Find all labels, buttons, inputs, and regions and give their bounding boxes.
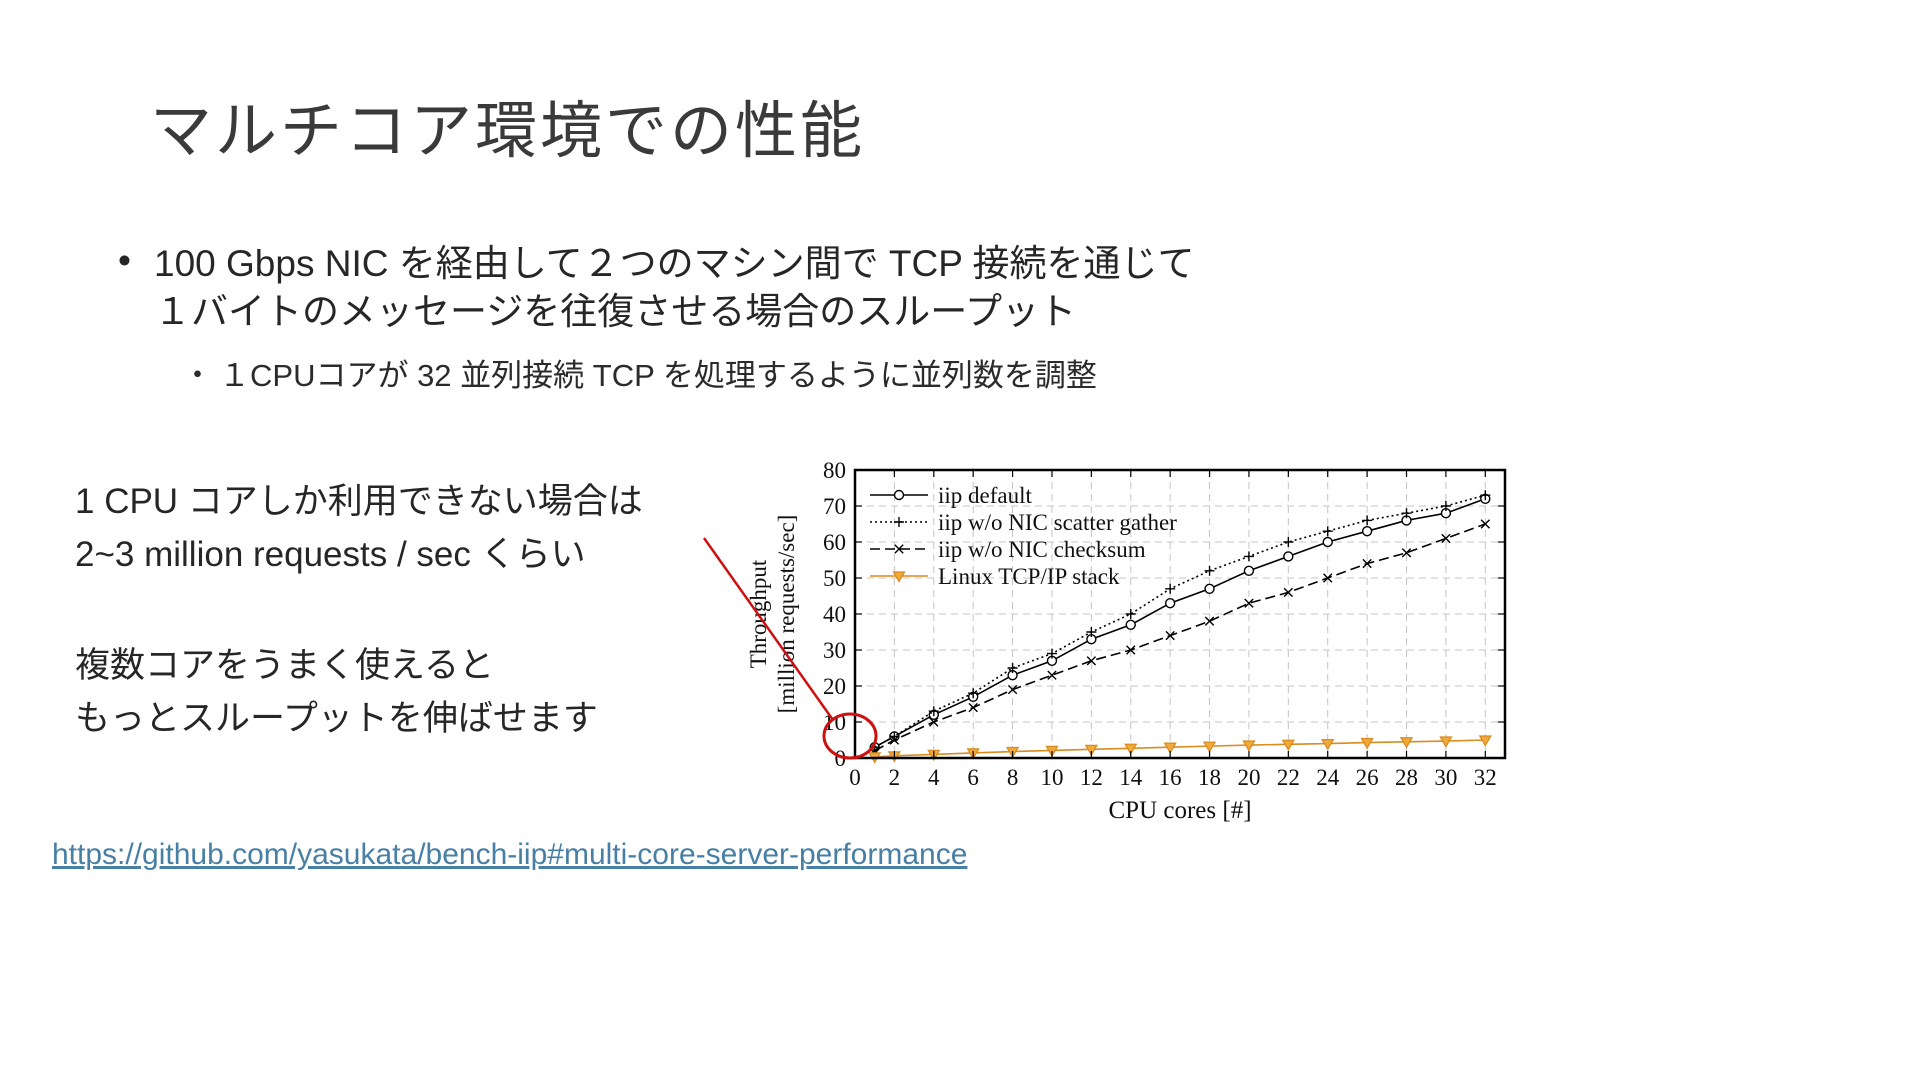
svg-text:80: 80 xyxy=(823,458,846,483)
svg-text:40: 40 xyxy=(823,602,846,627)
svg-text:2: 2 xyxy=(889,765,901,790)
source-link[interactable]: https://github.com/yasukata/bench-iip#mu… xyxy=(52,838,968,871)
note-multi-core: 複数コアをうまく使えると もっとスループットを伸ばせます xyxy=(75,640,598,745)
sub-bullet-text: １CPUコアが 32 並列接続 TCP を処理するように並列数を調整 xyxy=(219,358,1097,394)
svg-text:20: 20 xyxy=(1237,765,1260,790)
legend-label: Linux TCP/IP stack xyxy=(938,564,1120,589)
svg-text:30: 30 xyxy=(823,638,846,663)
note-single-core: 1 CPU コアしか利用できない場合は 2~3 million requests… xyxy=(75,476,643,581)
svg-text:22: 22 xyxy=(1277,765,1300,790)
note-single-core-line2: 2~3 million requests / sec くらい xyxy=(75,534,586,574)
svg-text:10: 10 xyxy=(823,710,846,735)
legend-label: iip default xyxy=(938,483,1032,508)
note-multi-core-line2: もっとスループットを伸ばせます xyxy=(75,698,598,738)
svg-text:8: 8 xyxy=(1007,765,1019,790)
legend-label: iip w/o NIC scatter gather xyxy=(938,510,1177,535)
svg-text:70: 70 xyxy=(823,494,846,519)
svg-text:14: 14 xyxy=(1119,765,1143,790)
throughput-chart: 0 2 4 6 8 10 12 14 16 18 20 22 24 26 28 30 3201020304050… xyxy=(746,458,1507,824)
svg-text:12: 12 xyxy=(1080,765,1103,790)
chart-series xyxy=(870,519,1490,756)
legend-label: iip w/o NIC checksum xyxy=(938,537,1146,562)
svg-text:6: 6 xyxy=(967,765,979,790)
svg-text:30: 30 xyxy=(1434,765,1457,790)
x-axis-label: CPU cores [#] xyxy=(1108,797,1251,824)
legend-entry: iip default xyxy=(870,483,1032,508)
svg-text:50: 50 xyxy=(823,566,846,591)
legend-entry: Linux TCP/IP stack xyxy=(870,564,1120,589)
svg-text:24: 24 xyxy=(1316,765,1340,790)
svg-text:16: 16 xyxy=(1159,765,1182,790)
svg-text:20: 20 xyxy=(823,674,846,699)
legend-entry: iip w/o NIC scatter gather xyxy=(870,510,1177,535)
svg-text:4: 4 xyxy=(928,765,940,790)
svg-text:32: 32 xyxy=(1474,765,1497,790)
legend-entry: iip w/o NIC checksum xyxy=(870,537,1146,562)
svg-text:28: 28 xyxy=(1395,765,1418,790)
svg-text:26: 26 xyxy=(1356,765,1379,790)
chart-tick-labels: 0 2 4 6 8 10 12 14 16 18 20 22 24 26 28 30 3201020304050… xyxy=(823,458,1497,790)
svg-text:18: 18 xyxy=(1198,765,1221,790)
bullet-line-2: １バイトのメッセージを往復させる場合のスループット xyxy=(154,291,1077,333)
svg-text:0: 0 xyxy=(835,746,847,771)
bullet-item: • 100 Gbps NIC を経由して２つのマシン間で TCP 接続を通じて … xyxy=(118,240,1195,336)
page-title: マルチコア環境での性能 xyxy=(150,97,866,166)
sub-bullet-item: ・ １CPUコアが 32 並列接続 TCP を処理するように並列数を調整 xyxy=(182,350,1195,395)
y-axis-label-line1: Throughput xyxy=(746,559,771,668)
bullet-marker: • xyxy=(118,240,131,281)
note-multi-core-line1: 複数コアをうまく使えると xyxy=(75,646,494,685)
chart-grid xyxy=(855,470,1505,758)
y-axis-label-line2: [million requests/sec] xyxy=(774,515,799,714)
sub-bullet-marker: ・ xyxy=(182,358,213,394)
svg-text:0: 0 xyxy=(849,765,861,790)
note-single-core-line1: 1 CPU コアしか利用できない場合は xyxy=(75,482,643,521)
svg-text:60: 60 xyxy=(823,530,846,555)
bullet-line-1: 100 Gbps NIC を経由して２つのマシン間で TCP 接続を通じて xyxy=(154,243,1195,284)
svg-text:10: 10 xyxy=(1040,765,1063,790)
bullet-list: • 100 Gbps NIC を経由して２つのマシン間で TCP 接続を通じて … xyxy=(118,240,1195,395)
